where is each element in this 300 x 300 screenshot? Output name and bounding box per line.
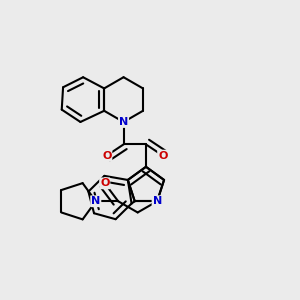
Text: O: O bbox=[100, 178, 110, 188]
Text: N: N bbox=[119, 117, 128, 127]
Text: N: N bbox=[152, 196, 162, 206]
Text: O: O bbox=[158, 151, 167, 160]
Text: O: O bbox=[102, 151, 112, 160]
Text: N: N bbox=[91, 196, 101, 206]
